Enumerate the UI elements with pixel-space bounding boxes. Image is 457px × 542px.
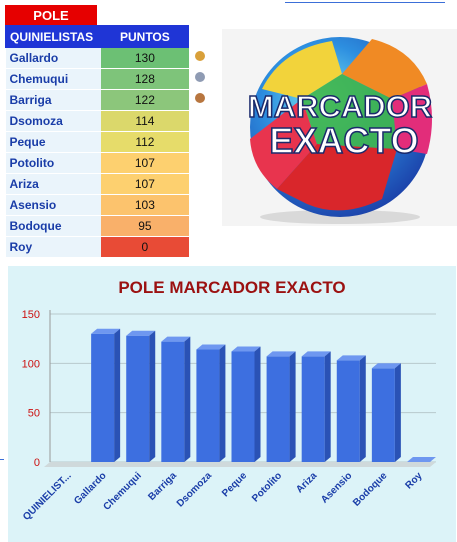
chart-panel: POLE MARCADOR EXACTO 0 50 100 150 QUINIELIST… [8,266,456,542]
bronze-medal-icon [195,93,205,103]
player-name: Bodoque [5,215,102,237]
player-points: 107 [101,173,189,195]
x-tick-label: QUINIELIST... [21,470,74,523]
table-row: Gallardo 130 [5,47,189,69]
bar-side [219,344,226,462]
side-link[interactable] [0,451,4,460]
table-row: Potolito 107 [5,152,189,174]
player-points: 128 [101,68,189,90]
player-points: 130 [101,47,189,69]
bar-side [359,355,366,462]
bar-top [266,351,296,357]
table-row: Barriga 122 [5,89,189,111]
player-name: Asensio [5,194,102,216]
player-points: 122 [101,89,189,111]
table-row: Asensio 103 [5,194,189,216]
pole-label: POLE [5,5,97,25]
table-header-row: QUINIELISTAS PUNTOS [5,25,190,48]
marcador-exacto-ball-image: MARCADOR EXACTO [222,29,457,226]
y-tick-label: 50 [28,408,40,420]
y-tick-label: 0 [34,457,40,469]
ranking-table: QUINIELISTAS PUNTOS Gallardo 130 Chemuqui 1… [5,25,190,258]
header-quinielistas: QUINIELISTAS [5,25,102,48]
bar-side [394,363,401,462]
x-tick-label: Bodoque [351,470,390,509]
table-row: Chemuqui 128 [5,68,189,90]
bar-top [196,344,226,350]
bar [196,349,220,462]
bar [126,335,150,462]
x-tick-label: Ariza [294,470,319,495]
table-row: Roy 0 [5,236,189,258]
gold-medal-icon [195,51,205,61]
table-row: Peque 112 [5,131,189,153]
bar-side [289,351,296,462]
table-row: Ariza 107 [5,173,189,195]
bar-side [184,336,191,462]
bar [336,360,360,462]
player-points: 112 [101,131,189,153]
x-axis-floor [44,462,436,467]
x-tick-label: Gallardo [72,470,108,506]
x-tick-label: Chemuqui [101,470,144,513]
bar-top [301,351,331,357]
bar [91,333,115,462]
player-name: Roy [5,236,102,258]
top-link[interactable] [285,0,445,3]
soccer-ball-icon: MARCADOR EXACTO [247,37,433,224]
player-points: 107 [101,152,189,174]
bar-side [114,328,121,462]
silver-medal-icon [195,72,205,82]
player-points: 0 [101,236,189,258]
bar-top [91,328,121,334]
bar [231,351,255,462]
bar-side [254,346,261,462]
bar-top [126,330,156,336]
player-name: Dsomoza [5,110,102,132]
table-row: Dsomoza 114 [5,110,189,132]
y-tick-label: 150 [22,309,40,321]
banner-line2: EXACTO [269,120,418,161]
bar-top [336,355,366,361]
player-name: Chemuqui [5,68,102,90]
player-name: Gallardo [5,47,102,69]
player-name: Peque [5,131,102,153]
bar-top [231,346,261,352]
x-tick-label: Dsomoza [175,470,215,510]
x-tick-label: Barriga [146,470,179,503]
player-points: 95 [101,215,189,237]
x-tick-label: Asensio [319,470,354,505]
player-name: Barriga [5,89,102,111]
bar [301,356,325,462]
bar [266,356,290,462]
player-name: Ariza [5,173,102,195]
y-tick-label: 100 [22,358,40,370]
bar-side [324,351,331,462]
bar [161,341,185,462]
bar [406,457,436,462]
banner-line1: MARCADOR [248,89,432,124]
bar-top [161,336,191,342]
x-tick-label: Potolito [250,470,284,504]
x-tick-label: Roy [403,470,424,491]
bar [371,368,395,462]
header-puntos: PUNTOS [100,25,190,48]
player-points: 103 [101,194,189,216]
player-points: 114 [101,110,189,132]
bar-top [371,363,401,369]
x-tick-label: Peque [220,470,249,499]
chart-title: POLE MARCADOR EXACTO [118,278,346,297]
player-name: Potolito [5,152,102,174]
bar-side [149,330,156,462]
table-row: Bodoque 95 [5,215,189,237]
